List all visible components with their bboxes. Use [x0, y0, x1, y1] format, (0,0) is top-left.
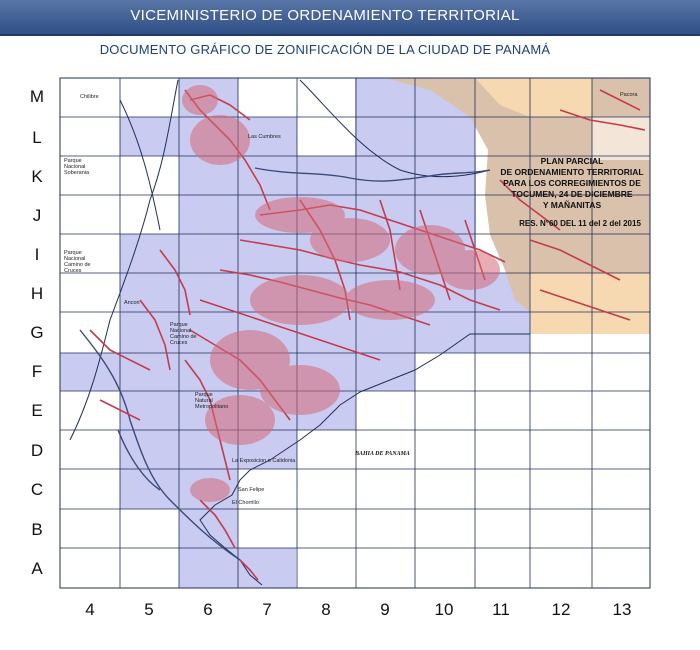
place-las-cumbres: Las Cumbres — [248, 134, 281, 140]
place-exposicion: La Exposicion o Calidonia — [232, 458, 296, 464]
row-label-d: D — [30, 441, 44, 460]
row-label-l: L — [32, 128, 42, 147]
plan-title-line: PLAN PARCIAL — [540, 156, 604, 166]
row-label-f: F — [31, 362, 43, 381]
row-label-a: A — [31, 559, 43, 578]
place-bahia-panama: BAHIA DE PANAMA — [355, 451, 410, 457]
col-label-9: 9 — [380, 600, 390, 619]
document-subtitle: DOCUMENTO GRÁFICO DE ZONIFICACIÓN DE LA … — [99, 42, 551, 57]
place-ancon: Ancon — [124, 300, 140, 306]
plan-parcial-label: PLAN PARCIAL DE ORDENAMIENTO TERRITORIAL… — [492, 156, 652, 211]
place-parque-metropolitano: Parque Natural Metropolitano — [195, 392, 229, 410]
plan-title-line: DE ORDENAMIENTO TERRITORIAL — [500, 167, 644, 177]
place-soberania: Parque Nacional Soberania — [64, 158, 90, 176]
row-label-k: K — [31, 167, 43, 186]
place-el-chorrillo: El Chorrillo — [232, 500, 259, 506]
row-label-b: B — [31, 520, 43, 539]
col-label-7: 7 — [262, 600, 272, 619]
col-label-5: 5 — [144, 600, 154, 619]
row-label-c: C — [30, 480, 44, 499]
header-banner: VICEMINISTERIO DE ORDENAMIENTO TERRITORI… — [0, 0, 700, 36]
row-label-i: I — [34, 245, 40, 264]
district-boundaries — [69, 79, 530, 586]
row-label-g: G — [30, 323, 44, 342]
place-pacora: Pacora — [620, 92, 638, 98]
plan-resolution: RES. N°60 DEL 11 del 2 del 2015 — [519, 219, 641, 228]
col-label-13: 13 — [612, 600, 632, 619]
place-san-felipe: San Felipe — [238, 487, 265, 493]
place-camino-cruces: Parque Nacional Camino de Cruces — [64, 250, 91, 274]
col-label-6: 6 — [203, 600, 213, 619]
col-label-12: 12 — [551, 600, 571, 619]
map-frame — [59, 77, 651, 589]
zoning-zones — [60, 78, 530, 588]
col-label-8: 8 — [321, 600, 331, 619]
urban-blocks — [182, 85, 500, 502]
row-label-h: H — [30, 284, 44, 303]
place-chilibre: Chilibre — [80, 94, 99, 100]
row-label-e: E — [31, 401, 43, 420]
col-label-10: 10 — [434, 600, 454, 619]
plan-title-line: TOCUMEN, 24 DE DICIEMBRE — [511, 189, 633, 199]
row-label-j: J — [32, 206, 42, 225]
place-camino-cruces-2: Parque Nacional Camino de Cruces — [170, 322, 197, 346]
grid-lines — [59, 77, 651, 589]
col-label-11: 11 — [492, 600, 510, 619]
plan-title-line: Y MAÑANITAS — [542, 200, 602, 210]
col-label-4: 4 — [85, 600, 95, 619]
plan-parcial-area — [385, 78, 650, 334]
row-label-m: M — [29, 87, 45, 106]
banner-title: VICEMINISTERIO DE ORDENAMIENTO TERRITORI… — [130, 7, 520, 24]
plan-title-line: PARA LOS CORREGIMIENTOS DE — [503, 178, 641, 188]
waterways — [79, 167, 491, 561]
